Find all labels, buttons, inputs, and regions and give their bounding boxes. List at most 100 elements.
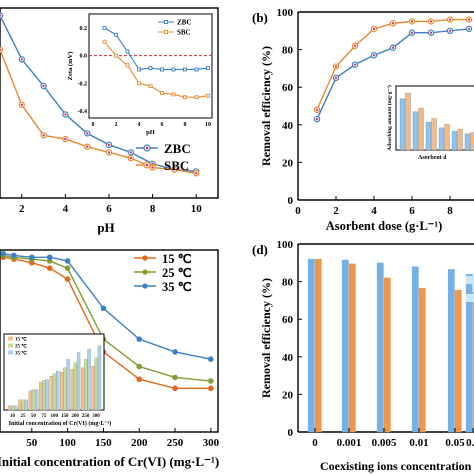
data-point-zbc-center (372, 54, 376, 57)
inset-bar (18, 399, 22, 411)
inset-bar (42, 380, 46, 411)
legend-label: 15 ℃ (162, 252, 192, 266)
inset-x-tick-label: 10 (205, 122, 211, 128)
inset-bar (56, 371, 60, 411)
inset-x-axis-label: Asorbent d (418, 155, 447, 161)
inset-bar (76, 352, 81, 411)
data-point-sbc-center (129, 156, 132, 160)
panel-d: (d) 0 20 40 60 80 100 Removal efficiency (%) Coe… (252, 239, 474, 473)
panel-b: (b) 0 20 40 60 80 100 0 2 4 6 8 Removal efficiency (… (252, 7, 474, 233)
inset-bar-zbc (399, 98, 406, 151)
y-tick-label: 40 (282, 120, 294, 132)
panel-a: 2 4 6 8 10 pH ZBC SBC 0 2 4 6 8 10 -0.4 -0.2 0.0 0.2 pH Zet… (0, 7, 219, 235)
data-point-sbc-center (195, 172, 198, 175)
inset-bar-zbc (451, 131, 458, 151)
y-tick-label: 20 (282, 157, 294, 169)
inset-bar (31, 389, 36, 411)
x-tick-label: 2 (19, 203, 25, 215)
data-point (208, 385, 214, 392)
legend-swatch (466, 294, 474, 302)
inset-bar (97, 345, 102, 411)
bar (348, 263, 356, 433)
data-point-zbc-center (410, 31, 414, 34)
inset-x-tick-label: 200 (71, 414, 79, 419)
x-tick-label: 300 (203, 437, 220, 449)
data-point (208, 356, 214, 363)
inset-legend-swatch (8, 343, 13, 348)
inset-bar-sbc (470, 132, 474, 151)
inset-data-point (114, 32, 118, 37)
legend-swatch (466, 276, 474, 284)
inset-data-point (160, 91, 164, 95)
x-axis-label: Initial concentration of Cr(VI) (mg·L⁻¹) (0, 454, 219, 469)
inset-bar-zbc (412, 111, 419, 151)
inset-x-tick-label: 8 (184, 122, 187, 128)
data-point-sbc-center (107, 151, 111, 154)
x-axis-label: pH (97, 220, 114, 235)
inset-bar (35, 389, 39, 411)
inset-bar (66, 359, 70, 411)
inset-bar (73, 362, 78, 411)
data-point-sbc-center (315, 108, 319, 111)
data-point (64, 276, 71, 282)
inset-bar (49, 376, 53, 411)
data-point-zbc (0, 12, 4, 19)
inset-x-axis-label: pH (146, 129, 155, 136)
inset-x-axis-label: Initial concentration of Cr(VI) (mg·L⁻¹) (9, 420, 112, 427)
data-point-zbc-center (107, 143, 111, 146)
inset-y-axis-label: Adsorbing amount (mg·g⁻¹) (386, 85, 393, 151)
inset-legend-label: 15 ℃ (15, 336, 27, 343)
inset-bar-sbc (431, 118, 437, 151)
panel-a-inset: 0 2 4 6 8 10 -0.4 -0.2 0.0 0.2 pH Zeta (mV) ZBC SBC (67, 13, 213, 136)
x-tick-label: 200 (131, 437, 148, 449)
x-tick-label: 6 (106, 203, 112, 215)
data-point (11, 252, 17, 259)
inset-bar (91, 365, 95, 411)
inset-bar (84, 359, 88, 411)
inset-bar (21, 399, 25, 411)
inset-x-tick-label: 10 (10, 414, 16, 419)
data-point (29, 254, 35, 261)
data-point-sbc (0, 46, 4, 53)
inset-data-point (194, 67, 199, 72)
x-tick-label: 100 (59, 437, 76, 449)
y-axis-label: Removal efficiency (%) (259, 46, 273, 166)
inset-x-tick-label: 4 (138, 122, 141, 128)
x-tick-label: 50 (26, 437, 38, 449)
inset-y-tick-label: -0.4 (78, 109, 88, 115)
data-point-zbc-center (315, 117, 319, 121)
panel-c-inset: 10 25 50 75 100 150 200 250 300 15 ℃25 ℃35 ℃ Initi… (3, 333, 112, 427)
inset-x-tick-label: 100 (51, 414, 59, 419)
inset-bar (39, 381, 43, 411)
data-point-zbc-center (334, 76, 338, 79)
x-tick-label: 8 (150, 203, 156, 215)
inset-series-line-zbc (104, 27, 209, 71)
data-point-sbc-center (448, 18, 452, 21)
y-axis-label: Removal efficiency (%) (259, 278, 273, 398)
inset-bar (94, 357, 98, 411)
inset-legend-swatch (8, 336, 13, 341)
y-tick-label: 0 (288, 427, 294, 439)
y-tick-label: 20 (282, 389, 294, 401)
y-tick-label: 60 (282, 82, 294, 94)
data-point (172, 385, 178, 392)
inset-data-point (114, 53, 118, 58)
panel-b-inset: Adsorbing amount (mg·g⁻¹) Asorbent d (386, 85, 474, 161)
series-line-sbc (0, 49, 197, 174)
data-point-sbc-center (20, 103, 23, 107)
bar (341, 259, 349, 433)
inset-data-point (183, 95, 187, 100)
data-point-zbc-center (429, 31, 433, 34)
inset-legend-label: 35 ℃ (15, 350, 27, 357)
bar (447, 269, 455, 433)
x-tick-label: 4 (63, 203, 69, 215)
data-point-sbc-center (467, 18, 471, 21)
legend-marker (142, 255, 148, 261)
data-point-sbc-center (173, 168, 176, 171)
inset-legend-swatch (8, 350, 13, 355)
legend-label: 25 ℃ (162, 266, 192, 280)
y-tick-label: 40 (282, 352, 294, 364)
inset-bar (80, 367, 85, 411)
